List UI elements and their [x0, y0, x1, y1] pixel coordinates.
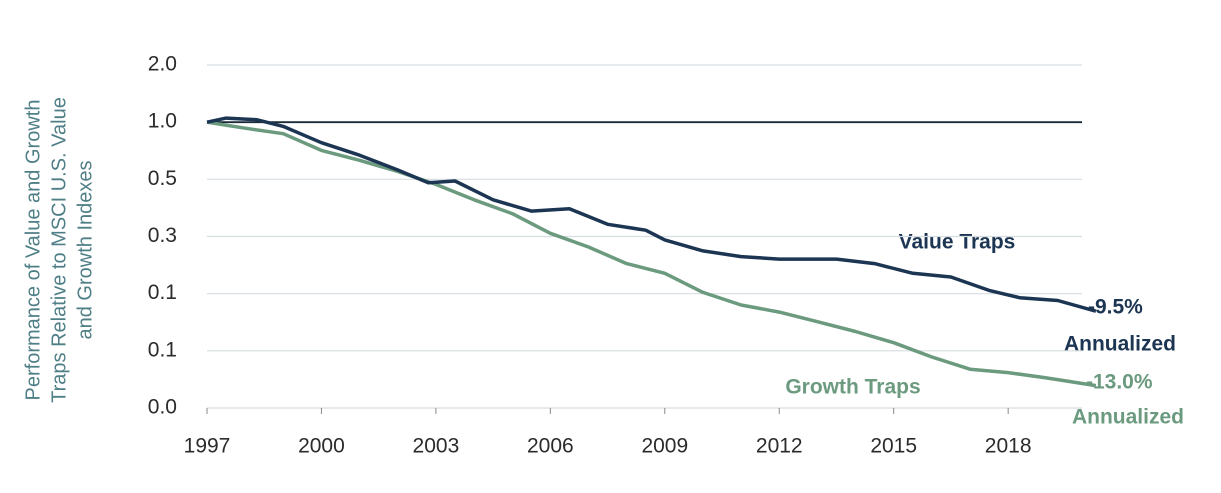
- x-tick-label: 2006: [527, 435, 574, 458]
- x-tick-label: 1997: [184, 435, 231, 458]
- y-tick-label: 0.1: [148, 338, 177, 361]
- annotation: -9.5%: [1088, 296, 1143, 319]
- annotation: Growth Traps: [785, 376, 920, 399]
- x-tick-label: 2012: [756, 435, 803, 458]
- x-tick-label: 2003: [413, 435, 460, 458]
- x-tick-label: 2015: [870, 435, 917, 458]
- y-tick-label: 0.0: [148, 396, 177, 419]
- series-line: [206, 120, 1097, 388]
- y-tick-label: 0.3: [148, 224, 177, 247]
- y-axis-label: Performance of Value and Growth Traps Re…: [22, 97, 96, 403]
- annotation: Annualized: [1072, 406, 1184, 429]
- y-tick-label: 0.5: [148, 167, 177, 190]
- series-line: [206, 116, 1097, 313]
- x-tick-label: 2000: [298, 435, 345, 458]
- annotation: Value Traps: [899, 231, 1016, 254]
- x-tick-label: 2018: [985, 435, 1032, 458]
- y-label-line: Traps Relative to MSCI U.S. Value: [48, 97, 70, 403]
- annotation: Annualized: [1064, 333, 1176, 356]
- y-tick-label: 2.0: [148, 53, 177, 76]
- annotation: -13.0%: [1086, 371, 1153, 394]
- x-tick-label: 2009: [641, 435, 688, 458]
- y-label-line: and Growth Indexes: [74, 161, 96, 340]
- y-tick-label: 0.1: [148, 281, 177, 304]
- y-tick-label: 1.0: [148, 110, 177, 133]
- y-label-line: Performance of Value and Growth: [22, 100, 44, 401]
